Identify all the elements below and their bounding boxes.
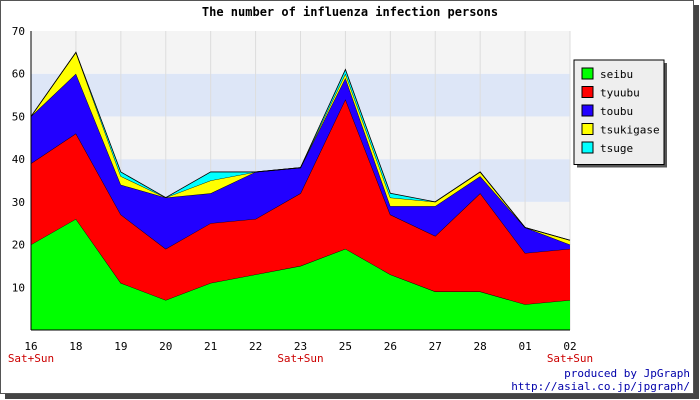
legend-swatch-tsuge [581,141,594,154]
y-tick-label: 50 [12,110,25,123]
chart-title: The number of influenza infection person… [202,5,498,19]
legend-swatch-tyuubu [581,86,594,98]
x-tick-label: 01 [518,340,531,353]
legend-swatch-seibu [581,67,594,80]
x-tick-label: 20 [159,340,172,353]
y-tick-label: 70 [12,25,25,38]
x-sub-label: Sat+Sun [277,352,323,365]
legend-label-tsukigase: tsukigase [600,124,660,137]
y-tick-label: 40 [12,153,25,166]
x-tick-label: 02 [563,340,576,353]
x-tick-label: 26 [384,340,397,353]
x-sub-label: Sat+Sun [8,352,54,365]
x-tick-label: 18 [69,340,82,353]
y-tick-label: 30 [12,196,25,209]
area-tyuubu [31,99,570,305]
area-outline-tsuge [30,51,571,241]
stacked-areas [30,51,571,330]
legend-label-toubu: toubu [600,105,633,118]
legend-swatch-tsukigase [581,123,594,135]
x-tick-label: 22 [249,340,262,353]
y-tick-label: 20 [12,239,25,252]
x-tick-label: 28 [474,340,487,353]
x-tick-label: 16 [24,340,37,353]
area-toubu [31,73,570,254]
legend-label-tyuubu: tyuubu [600,87,640,100]
credit-line-1: produced by JpGraph [564,367,690,380]
x-tick-label: 23 [294,340,307,353]
x-tick-label: 19 [114,340,127,353]
x-sub-label: Sat+Sun [547,352,593,365]
legend-swatch-toubu [581,104,594,117]
x-tick-label: 21 [204,340,217,353]
area-seibu [31,218,570,330]
credit-line-2: http://asial.co.jp/jpgraph/ [511,380,690,393]
x-tick-label: 27 [429,340,442,353]
y-tick-label: 60 [12,68,25,81]
legend: seibu tyuubu toubu tsukigase tsuge [573,59,667,168]
legend-label-seibu: seibu [600,68,633,81]
axes [30,31,570,331]
legend-label-tsuge: tsuge [600,142,633,155]
y-axis-tick-labels: 10 20 30 40 50 60 70 [12,25,25,294]
y-tick-label: 10 [12,281,25,294]
x-tick-label: 25 [339,340,352,353]
